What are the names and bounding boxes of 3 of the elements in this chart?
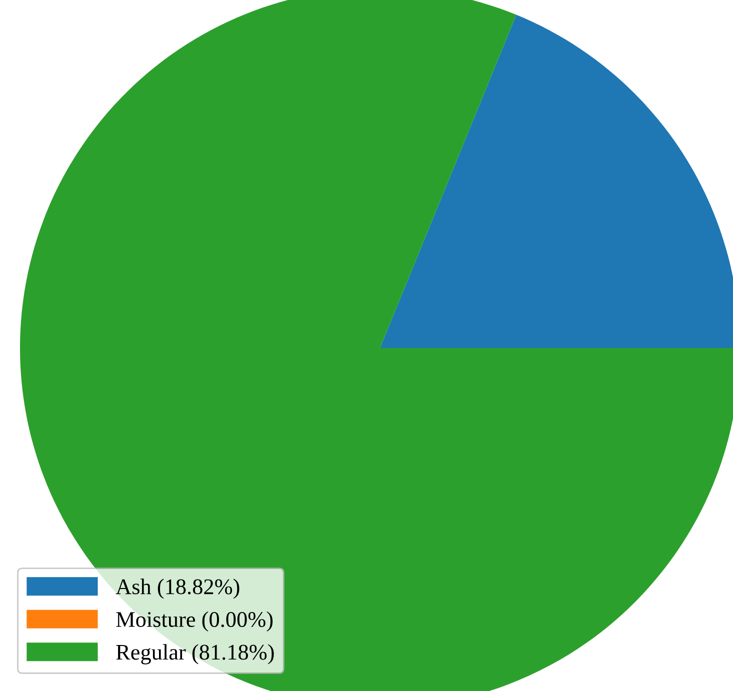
legend-label: Regular (81.18%) (116, 644, 274, 664)
legend-label: Ash (18.82%) (116, 578, 240, 599)
legend-label: Moisture (0.00%) (116, 611, 273, 632)
